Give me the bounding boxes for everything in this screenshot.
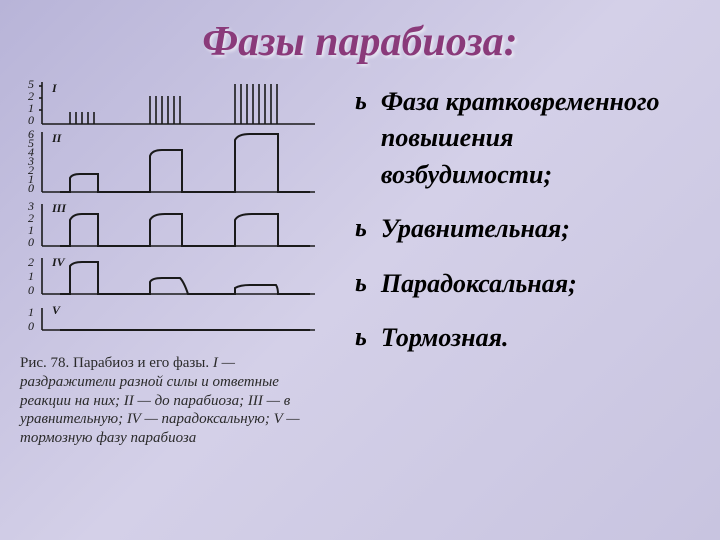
svg-text:V: V [52,303,61,317]
bullet-text: Фаза кратковременного повышения возбудим… [381,84,690,193]
svg-text:0: 0 [28,113,34,127]
svg-text:0: 0 [28,181,34,195]
svg-text:I: I [51,81,58,95]
bullet-text: Парадоксальная; [381,266,577,302]
list-item: ь Тормозная. [355,320,690,356]
bullet-text: Уравнительная; [381,211,570,247]
list-item: ь Парадоксальная; [355,266,690,302]
parabiosis-diagram: 5 2 1 0 I [20,76,320,346]
list-item: ь Фаза кратковременного повышения возбуд… [355,84,690,193]
svg-text:0: 0 [28,283,34,297]
list-item: ь Уравнительная; [355,211,690,247]
svg-text:0: 0 [28,235,34,249]
svg-text:IV: IV [51,255,66,269]
svg-text:1: 1 [28,305,34,319]
svg-text:1: 1 [28,269,34,283]
svg-text:II: II [51,131,63,145]
svg-text:III: III [51,201,67,215]
figure-caption: Рис. 78. Парабиоз и его фазы. I — раздра… [20,354,330,448]
bullet-list: ь Фаза кратковременного повышения возбуд… [355,76,690,448]
left-column: 5 2 1 0 I [20,76,330,448]
bullet-marker: ь [355,324,367,350]
bullet-marker: ь [355,88,367,114]
caption-prefix: Рис. 78. Парабиоз и его фазы. [20,355,213,371]
bullet-marker: ь [355,215,367,241]
svg-text:0: 0 [28,319,34,333]
page-title: Фазы парабиоза: [0,0,720,66]
svg-text:2: 2 [28,255,34,269]
content-row: 5 2 1 0 I [0,66,720,448]
bullet-marker: ь [355,270,367,296]
bullet-text: Тормозная. [381,320,509,356]
